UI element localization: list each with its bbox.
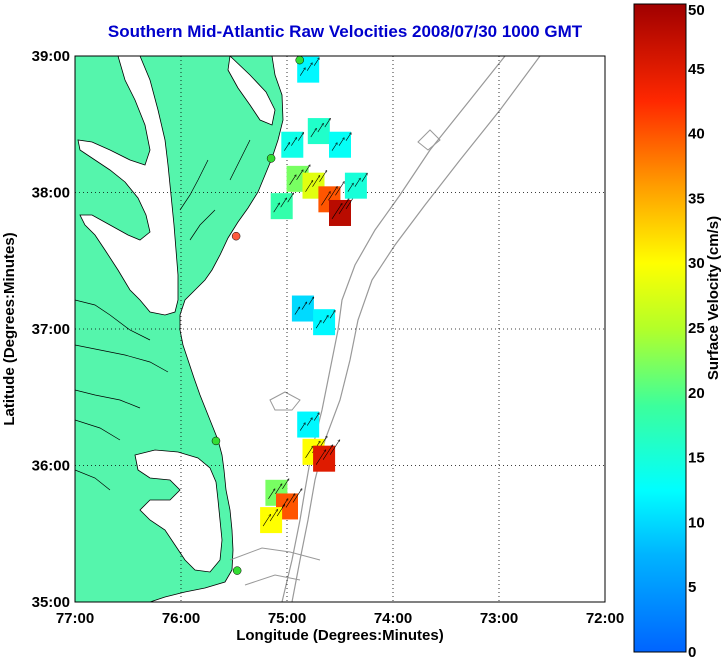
x-axis-label: Longitude (Degrees:Minutes): [236, 627, 444, 644]
velocity-vector: [280, 198, 287, 208]
station-marker: [295, 56, 304, 65]
velocity-vector: [262, 515, 270, 527]
x-axis-ticks: 77:00 76:00 75:00 74:00 73:00 72:00: [56, 610, 624, 627]
velocity-vector: [313, 413, 319, 421]
velocity-vector: [310, 129, 317, 138]
velocity-vector: [284, 143, 289, 151]
colorbar-tick-label: 30: [688, 255, 705, 272]
velocity-vector: [306, 418, 312, 426]
velocity-vector: [317, 124, 324, 133]
y-tick-label: 38:00: [32, 185, 70, 202]
velocity-vector: [285, 494, 295, 508]
velocity-patches: [260, 56, 367, 534]
x-tick-label: 72:00: [586, 610, 624, 627]
station-marker: [266, 154, 276, 163]
x-tick-label: 77:00: [56, 610, 94, 627]
velocity-vector: [331, 204, 342, 220]
x-tick-label: 76:00: [162, 610, 200, 627]
velocity-vector: [282, 479, 288, 489]
station-marker: [231, 231, 241, 241]
colorbar-tick-label: 35: [688, 190, 705, 207]
colorbar: [633, 3, 687, 653]
y-axis-ticks: 39:00 38:00 37:00 36:00 35:00: [32, 48, 70, 611]
velocity-vector: [335, 182, 344, 196]
velocity-vector: [276, 505, 284, 517]
velocity-vector: [306, 63, 312, 71]
chesapeake-bay: [77, 56, 179, 316]
map-title: Southern Mid-Atlantic Raw Velocities 200…: [107, 22, 583, 41]
velocity-vector: [299, 423, 305, 431]
velocity-vector: [324, 119, 331, 128]
velocity-vector: [319, 171, 327, 182]
velocity-vector: [305, 446, 313, 459]
y-axis-label: Latitude (Degrees:Minutes): [1, 232, 18, 425]
x-tick-label: 74:00: [374, 610, 412, 627]
colorbar-label: Surface Velocity (cm/s): [705, 216, 722, 380]
velocity-vector: [331, 143, 337, 151]
hf-radar-stations: [211, 56, 304, 575]
velocity-vector: [347, 183, 353, 192]
velocity-vector: [338, 199, 349, 215]
velocity-vector: [294, 307, 300, 315]
velocity-vector: [305, 181, 313, 192]
velocity-vector: [287, 193, 294, 203]
velocity-vector: [292, 489, 302, 503]
colorbar-tick-label: 20: [688, 385, 705, 402]
isobath-detail: [229, 129, 441, 586]
isobath-inner: [281, 56, 506, 602]
velocity-vector: [354, 178, 360, 187]
velocity-vector: [308, 297, 314, 305]
pamlico-sound: [134, 449, 223, 573]
velocity-vector: [329, 440, 339, 455]
velocity-vector: [312, 176, 320, 187]
plot-frame: [74, 55, 606, 603]
velocity-vector: [289, 175, 296, 186]
velocity-vector: [315, 321, 321, 329]
velocity-vector: [269, 510, 277, 522]
colorbar-tick-label: 10: [688, 514, 705, 531]
isobath-outer: [291, 56, 541, 602]
velocity-vector: [328, 187, 337, 201]
velocity-vector: [329, 311, 335, 319]
velocity-vector: [298, 133, 303, 141]
velocity-vector: [338, 138, 344, 146]
x-tick-label: 75:00: [268, 610, 306, 627]
velocity-vector: [273, 203, 280, 213]
velocity-vector: [322, 445, 332, 460]
velocity-vector: [313, 58, 319, 66]
velocity-vector: [345, 133, 351, 141]
velocity-vector: [291, 138, 296, 146]
colorbar-tick-label: 15: [688, 450, 705, 467]
velocity-vector: [321, 192, 330, 206]
colorbar-tick-label: 5: [688, 579, 696, 596]
y-tick-label: 36:00: [32, 458, 70, 475]
colorbar-tick-label: 50: [688, 2, 705, 19]
velocity-vector: [301, 302, 307, 310]
velocity-vector: [275, 484, 281, 494]
y-tick-label: 39:00: [32, 48, 70, 65]
velocity-vector: [322, 316, 328, 324]
river-lines: [75, 139, 251, 491]
velocity-vector: [268, 489, 274, 499]
velocity-vector: [361, 173, 367, 182]
colorbar-tick-label: 40: [688, 126, 705, 143]
y-tick-label: 37:00: [32, 321, 70, 338]
delaware-bay: [227, 56, 276, 126]
velocity-vector: [296, 170, 303, 181]
y-tick-label: 35:00: [32, 594, 70, 611]
x-tick-label: 73:00: [480, 610, 518, 627]
colorbar-tick-label: 25: [688, 320, 705, 337]
colorbar-tick-label: 45: [688, 61, 705, 78]
velocity-vector: [299, 68, 305, 76]
colorbar-tick-label: 0: [688, 644, 696, 659]
station-marker: [232, 566, 242, 575]
velocity-vector: [315, 450, 325, 465]
station-marker: [211, 436, 221, 446]
